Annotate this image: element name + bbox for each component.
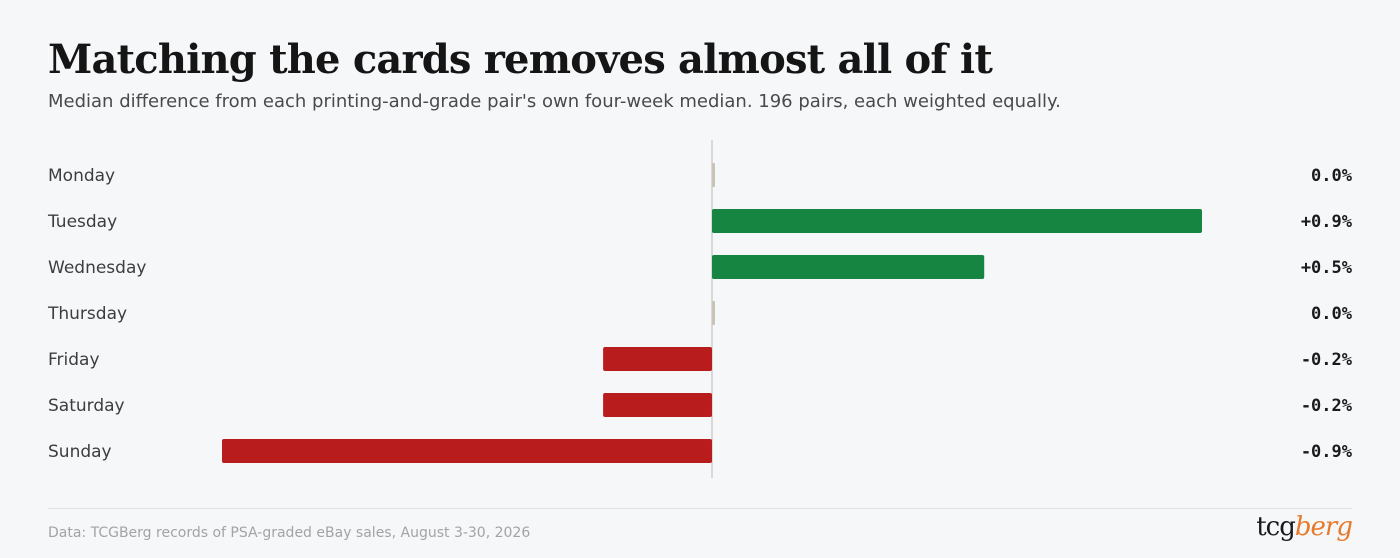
bar-chart: Monday 0.0% Tuesday +0.9% Wednesday +0.5% Thur… <box>47 140 1353 478</box>
bar-saturday <box>603 393 712 417</box>
day-label-friday: Friday <box>48 350 100 370</box>
value-label-thursday: 0.0% <box>1311 304 1353 324</box>
day-label-saturday: Saturday <box>48 396 125 416</box>
footer-divider <box>48 508 1352 509</box>
bar-friday <box>603 347 712 371</box>
day-label-wednesday: Wednesday <box>48 258 146 278</box>
source-note: Data: TCGBerg records of PSA-graded eBay… <box>48 525 531 541</box>
day-label-sunday: Sunday <box>48 442 112 462</box>
value-label-wednesday: +0.5% <box>1301 258 1353 278</box>
value-label-sunday: -0.9% <box>1301 442 1353 462</box>
bar-monday <box>712 163 715 187</box>
logo-text-tcg: tcg <box>1256 512 1296 542</box>
logo-text-berg: berg <box>1294 512 1353 542</box>
chart-subtitle: Median difference from each printing-and… <box>48 91 1061 112</box>
value-label-friday: -0.2% <box>1301 350 1353 370</box>
bar-tuesday <box>712 209 1202 233</box>
bar-sunday <box>222 439 712 463</box>
value-label-tuesday: +0.9% <box>1301 212 1353 232</box>
value-label-monday: 0.0% <box>1311 166 1353 186</box>
day-label-monday: Monday <box>48 166 115 186</box>
bar-wednesday <box>712 255 985 279</box>
bar-thursday <box>712 301 715 325</box>
day-label-thursday: Thursday <box>47 304 127 324</box>
value-label-saturday: -0.2% <box>1301 396 1353 416</box>
brand-logo: tcgberg <box>1256 512 1353 542</box>
day-label-tuesday: Tuesday <box>47 212 117 232</box>
chart-title: Matching the cards removes almost all of… <box>48 36 993 83</box>
